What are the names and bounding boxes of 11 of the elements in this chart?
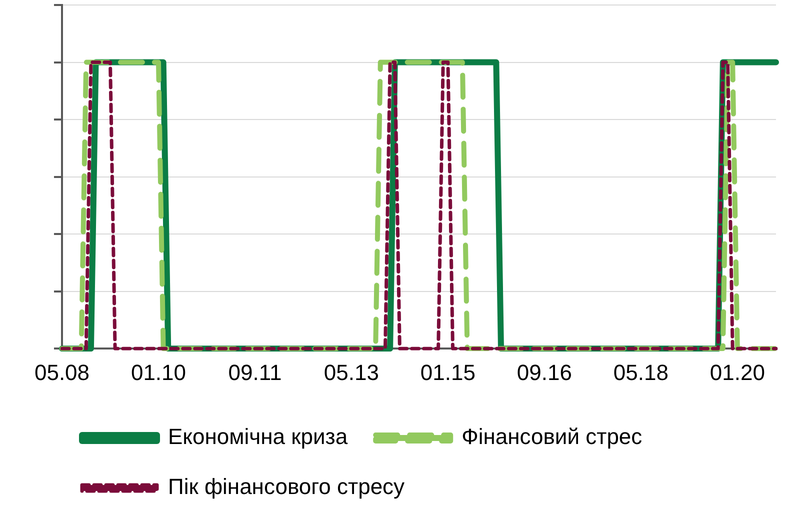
x-tick-label: 05.08 <box>34 360 90 385</box>
x-tick-label: 09.11 <box>228 360 282 385</box>
x-tick-label: 01.15 <box>420 360 476 385</box>
legend-label: Фінансовий стрес <box>462 424 642 450</box>
x-tick-label: 05.13 <box>324 360 379 385</box>
legend-label: Економічна криза <box>168 424 348 450</box>
x-tick-label: 05.18 <box>613 360 668 385</box>
legend-label: Пік фінансового стресу <box>168 474 405 500</box>
x-tick-label: 01.10 <box>130 360 186 385</box>
x-tick-label: 09.16 <box>516 360 572 385</box>
x-tick-label: 01.20 <box>710 360 765 385</box>
